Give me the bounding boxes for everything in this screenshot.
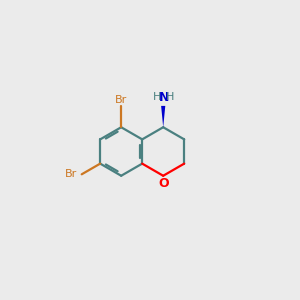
Text: O: O: [158, 177, 169, 190]
Text: Br: Br: [115, 94, 127, 104]
Text: N: N: [158, 91, 169, 104]
Text: Br: Br: [65, 169, 77, 179]
Polygon shape: [161, 106, 165, 127]
Text: H: H: [166, 92, 174, 102]
Text: H: H: [152, 92, 161, 102]
